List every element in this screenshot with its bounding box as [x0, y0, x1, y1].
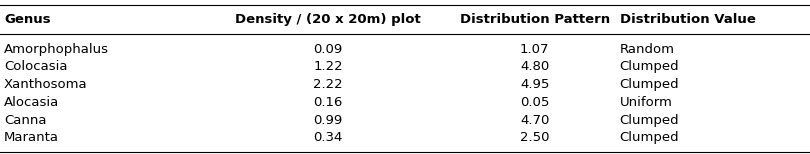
- Text: 2.50: 2.50: [520, 131, 549, 144]
- Text: Xanthosoma: Xanthosoma: [4, 78, 87, 91]
- Text: 0.09: 0.09: [313, 43, 343, 56]
- Text: Alocasia: Alocasia: [4, 96, 59, 109]
- Text: Distribution Value: Distribution Value: [620, 13, 756, 26]
- Text: 0.05: 0.05: [520, 96, 549, 109]
- Text: Clumped: Clumped: [620, 61, 680, 73]
- Text: 0.34: 0.34: [313, 131, 343, 144]
- Text: Density / (20 x 20m) plot: Density / (20 x 20m) plot: [235, 13, 421, 26]
- Text: 4.95: 4.95: [520, 78, 549, 91]
- Text: Clumped: Clumped: [620, 78, 680, 91]
- Text: 4.70: 4.70: [520, 114, 549, 127]
- Text: Clumped: Clumped: [620, 131, 680, 144]
- Text: Genus: Genus: [4, 13, 51, 26]
- Text: 0.99: 0.99: [313, 114, 343, 127]
- Text: Random: Random: [620, 43, 675, 56]
- Text: 1.22: 1.22: [313, 61, 343, 73]
- Text: Distribution Pattern: Distribution Pattern: [459, 13, 610, 26]
- Text: Canna: Canna: [4, 114, 46, 127]
- Text: 2.22: 2.22: [313, 78, 343, 91]
- Text: 0.16: 0.16: [313, 96, 343, 109]
- Text: Clumped: Clumped: [620, 114, 680, 127]
- Text: Maranta: Maranta: [4, 131, 59, 144]
- Text: 1.07: 1.07: [520, 43, 549, 56]
- Text: Colocasia: Colocasia: [4, 61, 67, 73]
- Text: Uniform: Uniform: [620, 96, 672, 109]
- Text: Amorphophalus: Amorphophalus: [4, 43, 109, 56]
- Text: 4.80: 4.80: [520, 61, 549, 73]
